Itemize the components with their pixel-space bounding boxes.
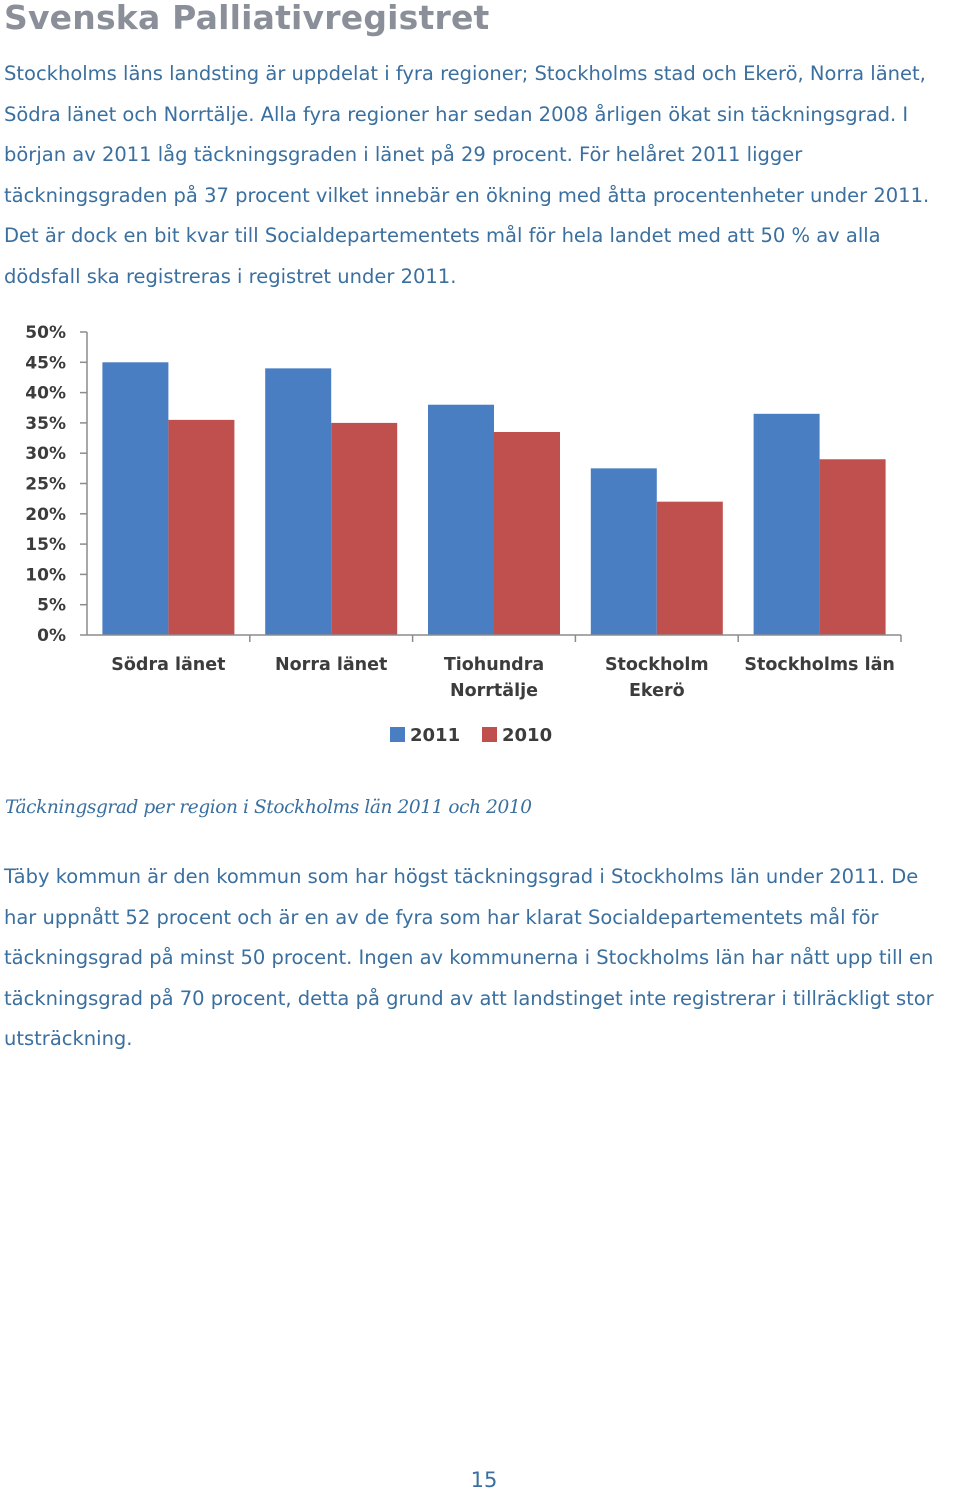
bar-2010-3 bbox=[656, 501, 723, 635]
x-category-label: Ekerö bbox=[629, 681, 685, 701]
bar-2010-1 bbox=[331, 422, 398, 635]
bars bbox=[102, 362, 886, 635]
bar-2011-2 bbox=[428, 404, 494, 635]
taby-paragraph: Täby kommun är den kommun som har högst … bbox=[4, 865, 934, 1050]
y-tick-label: 30% bbox=[25, 444, 66, 464]
y-axis: 0% 5% 10% 15% 20% 25% 30% 35% 40% 45% 50% bbox=[25, 323, 88, 646]
y-tick-label: 5% bbox=[37, 596, 66, 616]
x-category-label: Tiohundra bbox=[444, 655, 544, 675]
x-axis: Södra länet Norra länet Tiohundra Norrtälje… bbox=[87, 634, 902, 701]
bar-2011-0 bbox=[102, 362, 169, 635]
legend-swatch-2010 bbox=[482, 727, 497, 742]
x-category-label: Norra länet bbox=[275, 655, 387, 675]
chart-caption: Täckningsgrad per region i Stockholms lä… bbox=[5, 797, 532, 818]
y-tick-label: 10% bbox=[25, 565, 66, 585]
chart-legend: 2011 2010 bbox=[390, 725, 552, 746]
bar-2010-4 bbox=[819, 459, 886, 635]
x-category-label: Stockholms län bbox=[744, 655, 895, 675]
bar-2010-2 bbox=[494, 431, 560, 635]
document-title: Svenska Palliativregistret bbox=[4, 0, 490, 37]
x-category-label: Stockholm bbox=[605, 655, 709, 675]
legend-swatch-2011 bbox=[390, 727, 405, 742]
intro-paragraph: Stockholms läns landsting är uppdelat i … bbox=[4, 62, 930, 288]
y-tick-label: 40% bbox=[25, 384, 66, 404]
bar-2011-1 bbox=[265, 368, 332, 635]
page-number: 15 bbox=[470, 1468, 498, 1492]
coverage-bar-chart: 0% 5% 10% 15% 20% 25% 30% 35% 40% 45% 50% Södra lä… bbox=[25, 323, 902, 746]
x-category-label: Norrtälje bbox=[450, 681, 538, 701]
y-tick-label: 45% bbox=[25, 353, 66, 373]
y-tick-label: 35% bbox=[25, 414, 66, 434]
bar-2010-0 bbox=[168, 419, 235, 635]
x-category-label: Södra länet bbox=[111, 655, 225, 675]
bar-2011-4 bbox=[753, 413, 820, 635]
bar-2011-3 bbox=[590, 468, 657, 635]
y-tick-label: 20% bbox=[25, 505, 66, 525]
legend-label-2011: 2011 bbox=[410, 725, 460, 746]
y-tick-label: 50% bbox=[25, 323, 66, 343]
y-tick-label: 0% bbox=[37, 626, 66, 646]
y-tick-label: 15% bbox=[25, 535, 66, 555]
y-tick-label: 25% bbox=[25, 475, 66, 495]
legend-label-2010: 2010 bbox=[502, 725, 552, 746]
